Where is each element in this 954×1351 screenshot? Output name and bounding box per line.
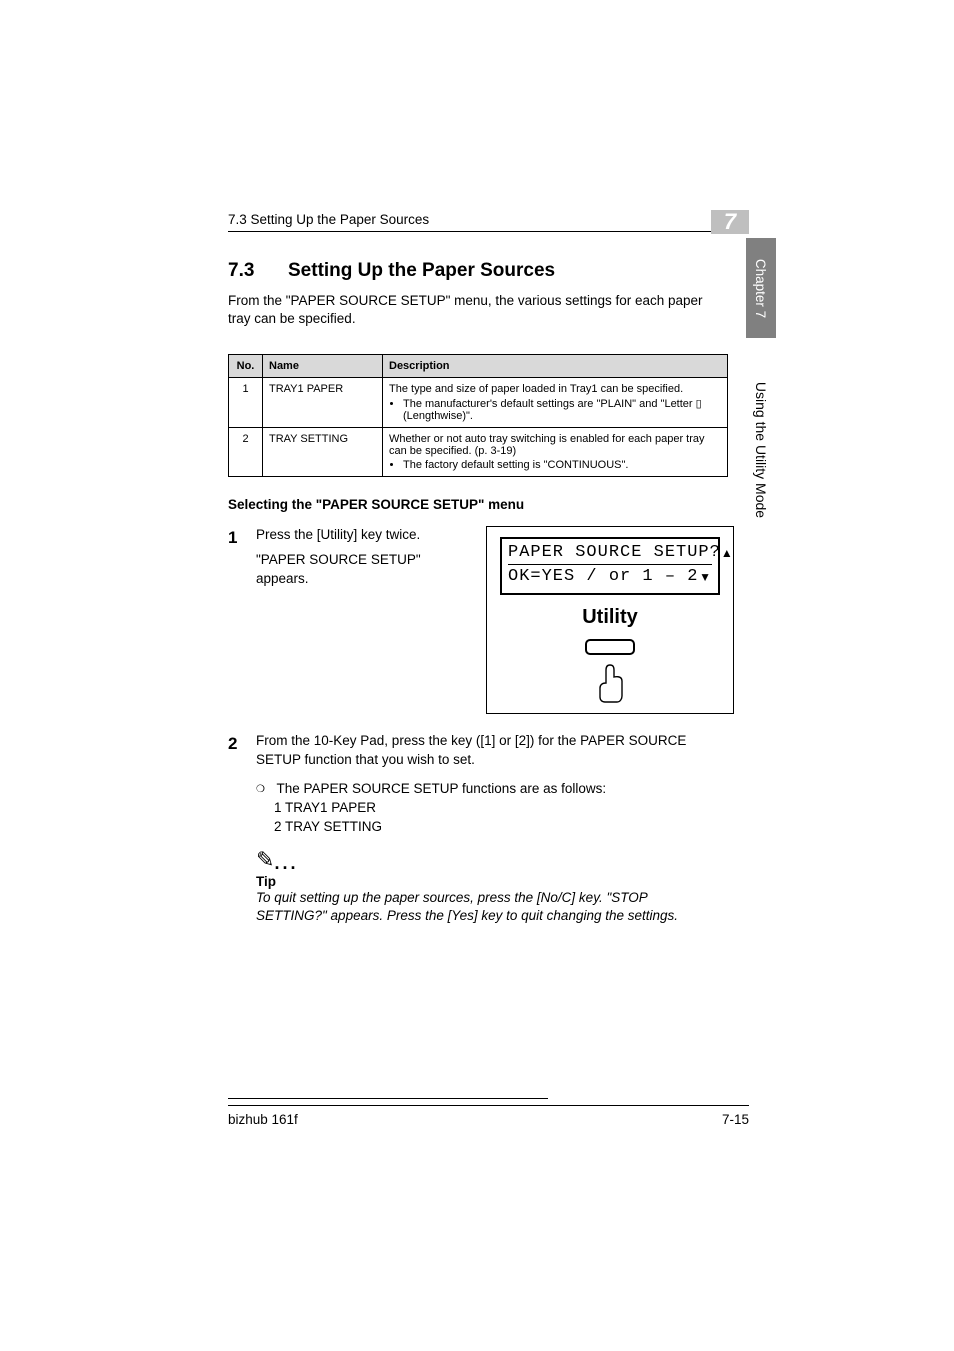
th-no: No. [229,355,263,378]
step1-line2: "PAPER SOURCE SETUP" appears. [256,551,466,589]
step2-sublist: The PAPER SOURCE SETUP functions are as … [256,780,728,837]
tip-heading: Tip [256,874,728,889]
subheading: Selecting the "PAPER SOURCE SETUP" menu [228,497,728,512]
table-row: 2 TRAY SETTING Whether or not auto tray … [229,428,728,477]
chapter-number-box: 7 [711,210,749,234]
footer: bizhub 161f 7-15 [228,1105,749,1127]
side-mode-text: Using the Utility Mode [753,382,769,518]
up-arrow-icon: ▲ [721,546,734,560]
desc-main: The type and size of paper loaded in Tra… [389,383,683,395]
cell-no: 2 [229,428,263,477]
cell-no: 1 [229,378,263,428]
step-number: 2 [228,732,256,836]
desc-bullet: The manufacturer's default settings are … [403,397,721,422]
th-desc: Description [383,355,728,378]
footer-short-rule [228,1098,548,1099]
intro-paragraph: From the "PAPER SOURCE SETUP" menu, the … [228,292,728,328]
cell-name: TRAY1 PAPER [263,378,383,428]
cell-name: TRAY SETTING [263,428,383,477]
side-chapter-text: Chapter 7 [754,258,769,317]
step2-text: From the 10-Key Pad, press the key ([1] … [256,732,728,770]
tip-icon: ✎... [256,847,728,874]
lcd-line1: PAPER SOURCE SETUP? [508,543,721,563]
step-number: 1 [228,526,256,714]
section-number: 7.3 [228,260,288,282]
th-name: Name [263,355,383,378]
step1-line1: Press the [Utility] key twice. [256,526,466,545]
footer-model: bizhub 161f [228,1112,298,1127]
utility-label: Utility [582,603,638,631]
button-outline-icon [585,639,635,655]
footer-page: 7-15 [722,1112,749,1127]
content: 7.3Setting Up the Paper Sources From the… [228,260,728,925]
section-heading: 7.3Setting Up the Paper Sources [228,260,728,282]
lcd-screen: PAPER SOURCE SETUP?▲ OK=YES / or 1 – 2▼ [500,537,720,595]
sublist-intro: The PAPER SOURCE SETUP functions are as … [276,781,606,796]
tip-body: To quit setting up the paper sources, pr… [256,889,716,925]
cell-desc: Whether or not auto tray switching is en… [383,428,728,477]
lcd-illustration: PAPER SOURCE SETUP?▲ OK=YES / or 1 – 2▼ … [486,526,734,714]
desc-main: Whether or not auto tray switching is en… [389,433,705,457]
sublist-item: 1 TRAY1 PAPER [274,799,728,818]
sublist-item: 2 TRAY SETTING [274,818,728,837]
lcd-line2: OK=YES / or 1 – 2 [508,567,698,587]
section-title: Setting Up the Paper Sources [288,260,555,281]
running-head: 7.3 Setting Up the Paper Sources [228,212,749,232]
down-arrow-icon: ▼ [699,570,712,584]
cell-desc: The type and size of paper loaded in Tra… [383,378,728,428]
side-mode-label: Using the Utility Mode [746,350,776,550]
page: 7.3 Setting Up the Paper Sources 7 Chapt… [0,0,954,1351]
desc-bullet: The factory default setting is "CONTINUO… [403,459,721,471]
step-2: 2 From the 10-Key Pad, press the key ([1… [228,732,728,836]
table-row: 1 TRAY1 PAPER The type and size of paper… [229,378,728,428]
settings-table: No. Name Description 1 TRAY1 PAPER The t… [228,354,728,477]
step-1: 1 Press the [Utility] key twice. "PAPER … [228,526,728,714]
hand-press-icon [595,663,625,703]
side-chapter-label: Chapter 7 [746,238,776,338]
